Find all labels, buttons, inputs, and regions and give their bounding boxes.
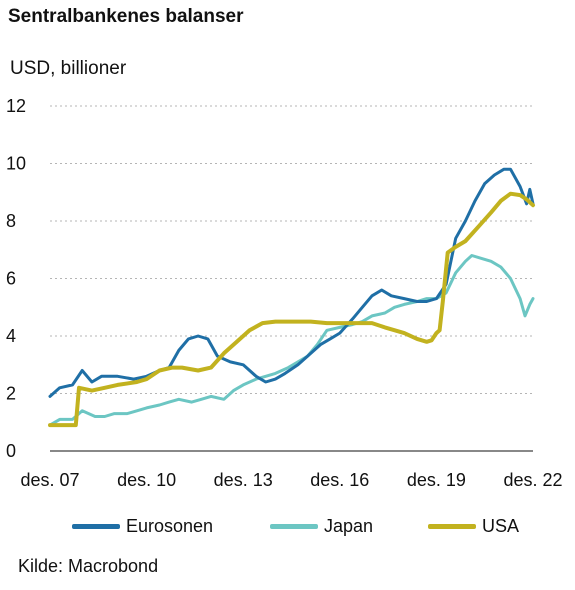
legend-item-japan: Japan	[270, 516, 373, 537]
x-tick-label: des. 13	[214, 470, 273, 490]
y-tick-label: 12	[6, 96, 26, 116]
chart-title: Sentralbankenes balanser	[8, 6, 244, 27]
legend: Eurosonen Japan USA	[0, 516, 575, 542]
y-tick-label: 4	[6, 326, 16, 346]
x-tick-label: des. 07	[20, 470, 79, 490]
legend-swatch-japan	[270, 524, 318, 529]
legend-swatch-eurosonen	[72, 524, 120, 529]
y-tick-label: 0	[6, 441, 16, 461]
legend-label-eurosonen: Eurosonen	[126, 516, 214, 536]
x-axis-ticks: des. 07 des. 10 des. 13 des. 16 des. 19 des. …	[20, 470, 562, 490]
series-line-eurosonen	[48, 167, 535, 398]
y-axis-ticks: 0 2 4 6 8 10 12	[6, 96, 26, 461]
source-note: Kilde: Macrobond	[18, 556, 159, 576]
legend-swatch-usa	[428, 524, 476, 529]
y-tick-label: 10	[6, 154, 26, 174]
legend-label-usa: USA	[482, 516, 520, 536]
x-tick-label: des. 19	[407, 470, 466, 490]
y-tick-label: 8	[6, 211, 16, 231]
legend-item-usa: USA	[428, 516, 519, 537]
grid-lines	[50, 105, 533, 394]
x-tick-label: des. 16	[310, 470, 369, 490]
legend-item-eurosonen: Eurosonen	[72, 516, 213, 537]
series-line-usa	[48, 191, 535, 428]
y-tick-label: 2	[6, 384, 16, 404]
x-tick-label: des. 22	[503, 470, 562, 490]
y-tick-label: 6	[6, 269, 16, 289]
series-line-japan	[48, 254, 535, 427]
series-lines	[48, 167, 535, 428]
x-tick-label: des. 10	[117, 470, 176, 490]
legend-label-japan: Japan	[324, 516, 374, 536]
unit-label: USD, billioner	[10, 58, 127, 79]
